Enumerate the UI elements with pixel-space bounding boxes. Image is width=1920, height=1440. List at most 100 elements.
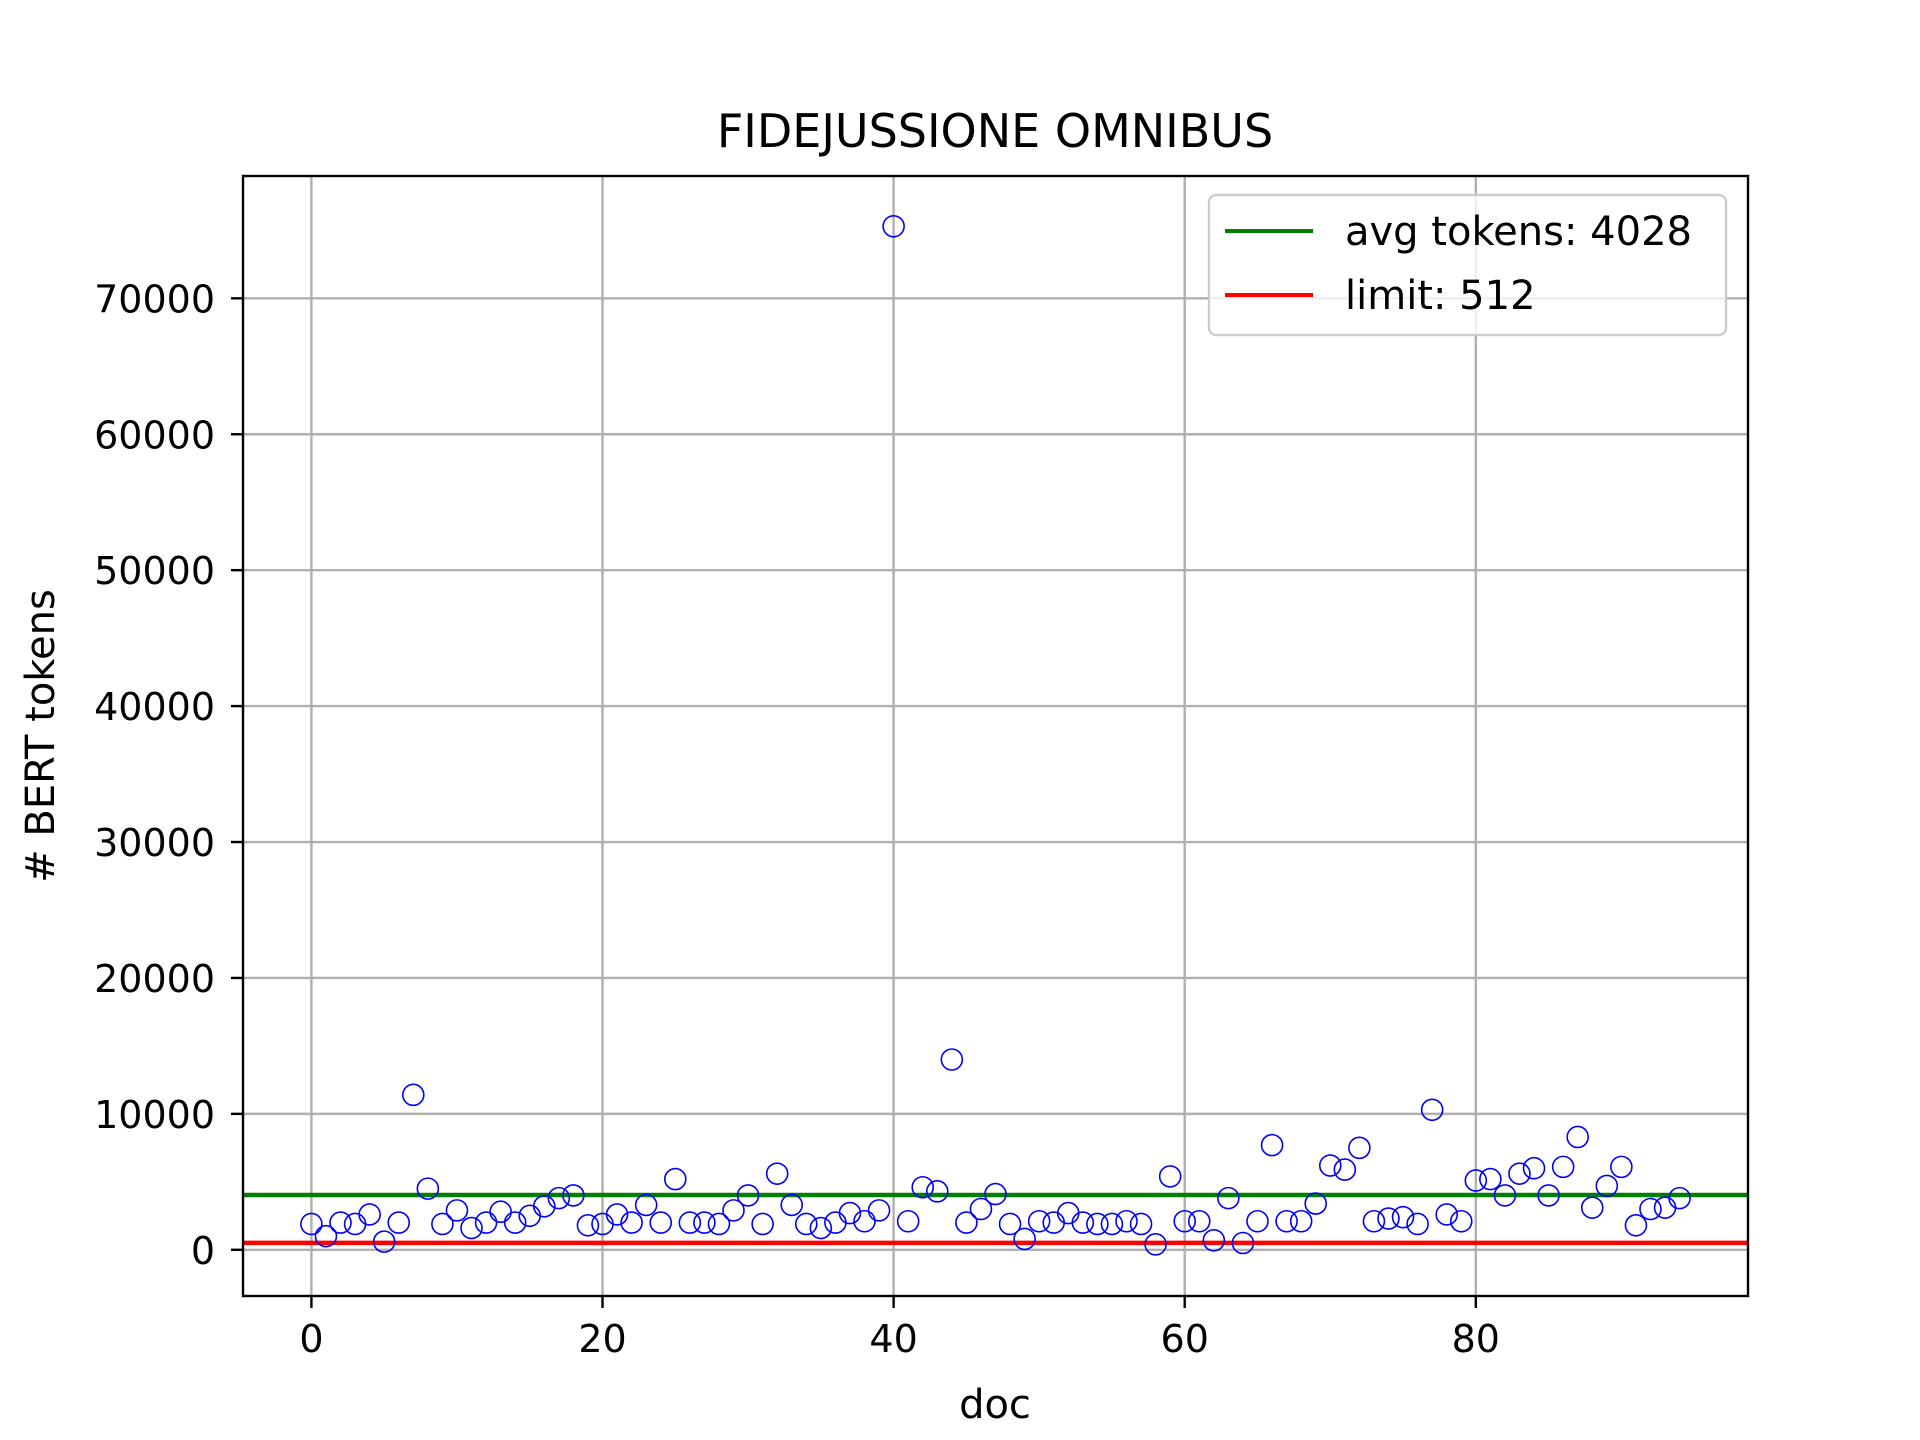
- data-point: [1479, 1167, 1502, 1191]
- legend-box: [1207, 193, 1728, 337]
- data-point: [1449, 1209, 1473, 1233]
- x-tick-label: 0: [299, 1317, 323, 1361]
- data-point: [1042, 1211, 1066, 1234]
- data-point: [1595, 1174, 1619, 1198]
- plot-frame: [241, 174, 1750, 1298]
- data-point: [1362, 1209, 1386, 1233]
- data-point: [329, 1211, 352, 1234]
- x-tick-label: 80: [1452, 1317, 1500, 1361]
- y-tick-label: 0: [191, 1229, 215, 1273]
- data-point: [532, 1194, 556, 1218]
- data-point: [1624, 1214, 1648, 1237]
- data-point: [387, 1211, 411, 1234]
- data-point: [1420, 1098, 1444, 1122]
- data-point: [1187, 1209, 1211, 1233]
- data-point: [722, 1199, 745, 1222]
- data-point: [707, 1212, 731, 1236]
- data-point: [1318, 1154, 1342, 1177]
- data-point: [693, 1211, 716, 1234]
- data-point: [780, 1193, 804, 1217]
- data-point: [649, 1211, 673, 1234]
- data-point: [1304, 1192, 1328, 1215]
- data-point: [1377, 1207, 1400, 1230]
- data-point: [460, 1216, 483, 1240]
- data-point: [1289, 1209, 1313, 1233]
- y-tick-label: 60000: [94, 413, 215, 457]
- data-point: [736, 1184, 760, 1207]
- data-point: [489, 1200, 512, 1224]
- data-point: [445, 1199, 469, 1222]
- legend-label-avg: avg tokens: 4028: [1345, 209, 1692, 255]
- data-point: [1639, 1197, 1662, 1221]
- data-point: [1551, 1155, 1575, 1179]
- data-point: [1508, 1162, 1531, 1185]
- legend-label-limit: limit: 512: [1345, 273, 1536, 319]
- data-point: [867, 1199, 891, 1222]
- data-point: [1522, 1156, 1546, 1180]
- data-point: [1202, 1228, 1226, 1252]
- data-point: [1086, 1212, 1109, 1236]
- data-point: [1217, 1186, 1240, 1210]
- data-point: [984, 1182, 1007, 1206]
- y-tick-label: 50000: [94, 549, 215, 593]
- data-point: [1566, 1125, 1590, 1149]
- data-point: [896, 1209, 920, 1233]
- data-point: [1406, 1212, 1429, 1236]
- x-tick-label: 40: [869, 1317, 917, 1361]
- data-point: [1173, 1209, 1197, 1233]
- data-point: [634, 1193, 658, 1217]
- data-point: [1580, 1196, 1604, 1219]
- data-point: [969, 1197, 993, 1221]
- data-point: [1100, 1212, 1124, 1236]
- data-point: [824, 1211, 847, 1234]
- legend: avg tokens: 4028 limit: 512: [1207, 193, 1728, 337]
- y-axis-label: # BERT tokens: [18, 589, 64, 883]
- data-point: [576, 1214, 600, 1237]
- data-point: [1144, 1233, 1167, 1256]
- x-tick-label: 20: [578, 1317, 626, 1361]
- data-point: [1333, 1158, 1357, 1181]
- data-point: [1610, 1155, 1633, 1179]
- y-tick-label: 30000: [94, 821, 215, 865]
- data-point: [794, 1212, 818, 1236]
- data-point: [1391, 1205, 1415, 1229]
- chart-title: FIDEJUSSIONE OMNIBUS: [717, 104, 1273, 158]
- reference-lines: [243, 1192, 1748, 1246]
- axis-ticks: 0 20 40 60 80 0 10000 20000 30000 40000 50000 60000…: [94, 277, 1500, 1361]
- data-point: [1027, 1209, 1051, 1233]
- data-point: [343, 1212, 367, 1236]
- y-tick-label: 20000: [94, 957, 215, 1001]
- data-point: [1493, 1184, 1517, 1207]
- data-point: [1435, 1203, 1459, 1226]
- data-point: [809, 1216, 833, 1240]
- data-point: [998, 1212, 1022, 1236]
- data-point: [838, 1201, 862, 1225]
- data-point: [678, 1211, 702, 1234]
- data-point: [300, 1212, 323, 1236]
- data-point: [416, 1177, 440, 1200]
- data-point: [562, 1184, 585, 1207]
- data-points: [300, 214, 1691, 1256]
- y-tick-label: 10000: [94, 1093, 215, 1137]
- y-tick-label: 70000: [94, 277, 215, 321]
- data-point: [1260, 1133, 1284, 1157]
- data-point: [358, 1203, 381, 1226]
- data-point: [620, 1211, 643, 1234]
- data-point: [1653, 1196, 1677, 1219]
- data-point: [1464, 1169, 1488, 1192]
- data-point: [1129, 1212, 1153, 1236]
- data-point: [751, 1212, 774, 1236]
- data-point: [605, 1203, 629, 1226]
- y-tick-label: 40000: [94, 685, 215, 729]
- data-point: [940, 1048, 964, 1071]
- data-point: [1275, 1209, 1298, 1233]
- data-point: [1231, 1231, 1255, 1255]
- data-point: [547, 1186, 571, 1210]
- data-point: [1537, 1184, 1560, 1207]
- data-point: [1071, 1211, 1095, 1234]
- x-axis-label: doc: [959, 1382, 1031, 1428]
- data-point: [1056, 1201, 1080, 1225]
- data-point: [503, 1211, 527, 1234]
- data-point: [1668, 1186, 1691, 1210]
